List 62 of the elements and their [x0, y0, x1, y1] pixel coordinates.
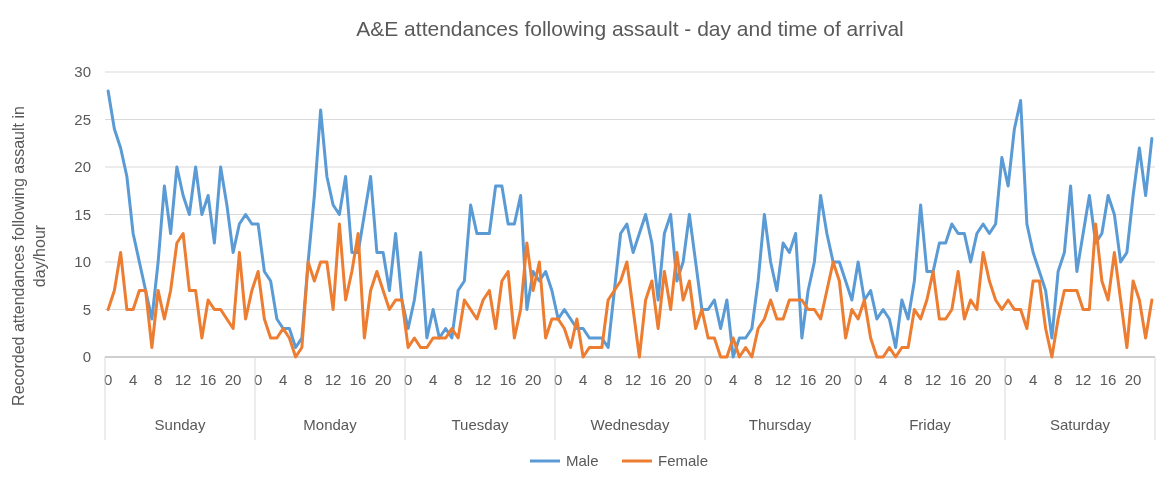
text: Monday: [303, 416, 358, 433]
x-tick-label: 20: [974, 371, 992, 388]
x-tick-label: 12: [174, 371, 192, 388]
x-tick-label: 4: [878, 371, 888, 388]
x-tick-label: 16: [349, 371, 367, 388]
x-tick-label: 4: [728, 371, 738, 388]
x-tick-label: 0: [1003, 371, 1013, 388]
x-tick-label: 0: [103, 371, 113, 388]
x-tick-label: 4: [278, 371, 288, 388]
x-tick-label: 8: [453, 371, 463, 388]
text: Tuesday: [451, 416, 509, 433]
y-tick-label: 30: [74, 63, 91, 80]
x-tick-label: 20: [1124, 371, 1142, 388]
x-tick-label: 4: [428, 371, 438, 388]
x-tick-label: 12: [1074, 371, 1092, 388]
y-tick-label: 10: [74, 253, 91, 270]
y-tick-label: 15: [74, 205, 91, 223]
x-tick-label: 8: [1053, 371, 1063, 388]
chart-title: A&E attendances following assault - day and time of arrival: [356, 17, 904, 40]
x-tick-label: 16: [649, 371, 667, 388]
x-tick-label: 20: [674, 371, 692, 388]
x-tick-label: 16: [949, 371, 967, 388]
x-tick-label: 4: [128, 371, 138, 388]
y-tick-label: 25: [74, 110, 91, 128]
x-tick-label: 12: [624, 371, 642, 388]
text: Friday: [909, 416, 952, 433]
x-tick-label: 4: [1028, 371, 1038, 388]
x-tick-label: 16: [1099, 371, 1117, 388]
x-tick-label: 4: [578, 371, 588, 388]
x-tick-label: 12: [924, 371, 942, 388]
x-tick-label: 8: [153, 371, 163, 388]
x-tick-label: 16: [799, 371, 817, 388]
x-tick-label: 8: [903, 371, 913, 388]
y-tick-label: 0: [82, 348, 91, 365]
y-tick-label: 20: [74, 158, 91, 175]
text: Saturday: [1049, 416, 1111, 433]
x-tick-label: 0: [703, 371, 713, 388]
line-series: [106, 89, 1154, 359]
line-series: [106, 222, 1154, 359]
y-tick-label: 5: [82, 300, 91, 318]
text: Sunday: [154, 416, 206, 433]
x-tick-label: 12: [774, 371, 792, 388]
x-tick-label: 0: [553, 371, 563, 388]
x-tick-label: 8: [603, 371, 613, 388]
x-tick-label: 20: [224, 371, 242, 388]
x-tick-label: 0: [853, 371, 863, 388]
text: Thursday: [748, 416, 812, 433]
x-tick-label: 12: [324, 371, 342, 388]
y-axis-title: Recorded attendances following assault in day/hour: [10, 106, 48, 406]
x-tick-label: 16: [499, 371, 517, 388]
legend-label: Female: [658, 452, 709, 469]
x-tick-label: 0: [253, 371, 263, 388]
x-tick-label: 8: [753, 371, 763, 388]
x-tick-label: 20: [524, 371, 542, 388]
x-tick-label: 20: [824, 371, 842, 388]
text: Wednesday: [590, 416, 670, 433]
x-tick-label: 20: [374, 371, 392, 388]
x-tick-label: 12: [474, 371, 492, 388]
x-tick-label: 16: [199, 371, 217, 388]
x-tick-label: 8: [303, 371, 313, 388]
legend-label: Male: [566, 452, 599, 469]
x-tick-label: 0: [403, 371, 413, 388]
